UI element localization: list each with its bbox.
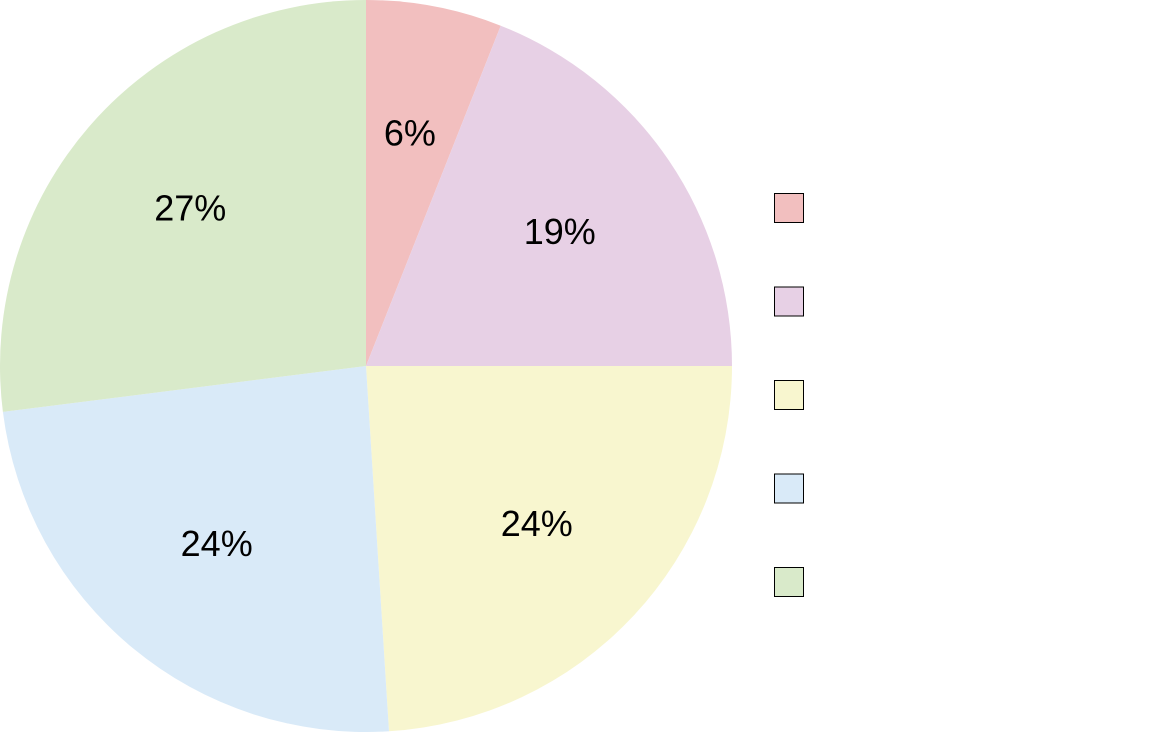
- pie-slice-2: [366, 366, 732, 732]
- pie-slice-label-4: 27%: [154, 188, 226, 229]
- pie-slice-label-1: 19%: [524, 211, 596, 252]
- pie-slice-label-0: 6%: [384, 112, 436, 153]
- pie-slice-label-3: 24%: [181, 523, 253, 564]
- pie-slice-4: [0, 0, 366, 412]
- pie-slices: [0, 0, 732, 732]
- legend-swatch-1: [774, 286, 804, 317]
- legend-swatch-0: [774, 193, 804, 223]
- legend-swatch-4: [774, 567, 804, 597]
- pie-slice-0: [366, 0, 501, 366]
- pie-slice-1: [366, 25, 732, 366]
- legend-swatch-3: [774, 473, 804, 504]
- pie-slice-labels: 6% 19% 24% 24% 27%: [154, 112, 596, 564]
- legend-swatch-2: [774, 380, 804, 410]
- pie-slice-label-2: 24%: [501, 503, 573, 544]
- legend: [774, 193, 804, 597]
- pie-slice-3: [2, 366, 389, 732]
